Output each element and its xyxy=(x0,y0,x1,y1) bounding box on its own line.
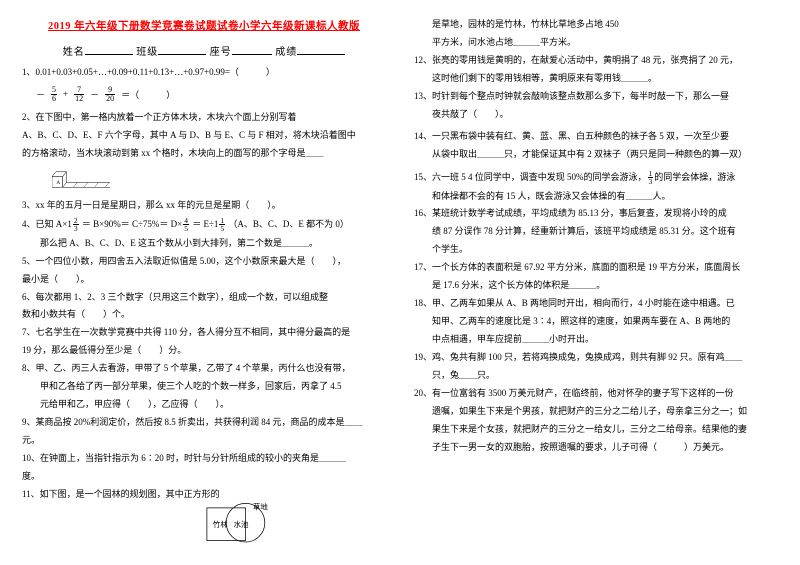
eq-d: D× xyxy=(171,219,183,229)
r15-line1: 15、六一班 5 4 位同学中，调查中发现 50%的同学会游泳，13的同学会体操… xyxy=(414,170,778,186)
eq-frac-d: 3 xyxy=(73,224,79,233)
label-seat: 座号 xyxy=(210,47,232,58)
r18-line2: 知甲、乙两车的速度比是 3∶4，照这样的速度，如果两车要在 A、B 两地的 xyxy=(414,315,778,329)
r18-line3: 中点相遇，甲车应提前＿＿＿小时开出。 xyxy=(414,333,778,347)
label-class: 班级 xyxy=(136,47,158,58)
header-line: 姓名 班级 座号 成绩 xyxy=(22,43,386,58)
q9-line2: 元。 xyxy=(22,434,386,448)
cube-face-label: A xyxy=(56,180,60,186)
r20-line3: 果生下来是个女孩，就把财产的三分之一给女儿，三分之二给母亲。结果他的妻 xyxy=(414,423,778,437)
q10-line2: 度。 xyxy=(22,470,386,484)
frac-n: 9 xyxy=(107,86,113,94)
r18-line1: 18、甲、乙两车如果从 A、B 两地同时开出，相向而行，4 小时能在途中相遇。已 xyxy=(414,297,778,311)
venn-mid: 水池 xyxy=(234,519,249,529)
label-name: 姓名 xyxy=(63,47,85,58)
venn-left: 竹林 xyxy=(213,519,228,529)
r14-line1: 14、一只黑布袋中装有红、黄、蓝、黑、白五种颜色的袜子各 5 双，一次至少要 xyxy=(414,130,778,144)
q8-line2: 甲和乙各给了丙一部分苹果，使三个人吃的个数一样多，回家后，丙拿了 4.5 xyxy=(22,380,386,394)
q2-line3: 的方格滚动，当木块滚动到第 xx 个格时，木块向上的面写的那个字母是＿＿ xyxy=(22,147,386,161)
r11-line2: 平方米，问水池占地＿＿＿平方米。 xyxy=(414,36,778,50)
q7-line2: 19 分，那么最低得分至少是（ ）分。 xyxy=(22,344,386,358)
venn-right: 草地 xyxy=(253,501,268,511)
label-score: 成绩 xyxy=(275,47,297,58)
eq-frac-d: 5 xyxy=(183,224,189,233)
r20-line4: 子生下一男一女的双胞胎，按照遗嘱的要求，儿子可得（ ）万美元。 xyxy=(414,441,778,455)
q6-line1: 6、每次都用 1、2、3 三个数字（只用这三个数字），组成一个数，可以组成整 xyxy=(22,291,386,305)
r12-line1: 12、张亮的零用钱是黄明的，在献爱心活动中，黄明捐了 48 元，张亮捐了 20 … xyxy=(414,54,778,68)
r13-line2: 夜共敲了（ ）。 xyxy=(414,108,778,122)
eq-frac-n: 1 xyxy=(219,217,225,225)
q4-pre: 4、已知 xyxy=(22,219,54,229)
eq-frac-n: 2 xyxy=(73,217,79,225)
eq-c: C÷75%＝ xyxy=(132,219,168,229)
q2-line2: A、B、C、D、E、F 六个字母，其中 A 与 D、B 与 E、C 与 F 相对… xyxy=(22,129,386,143)
q2-line1: 2、在下图中，第一格内放着一个正方体木块，木块六个面上分别写着 xyxy=(22,111,386,125)
r17-line2: 是 17.6 分米，这个长方体的体积是＿＿＿。 xyxy=(414,279,778,293)
r20-line1: 20、有一位富翁有 3500 万美元财产，在临终前，他对怀孕的妻子写下这样的一份 xyxy=(414,387,778,401)
r15-line2: 和体操都不会的有 15 人，既会游泳又会体操的有＿＿＿人。 xyxy=(414,190,778,204)
r12-line2: 这时他们剩下的零用钱相等，黄明原来有零用钱＿＿＿。 xyxy=(414,72,778,86)
r17-line1: 17、一个长方体的表面积是 67.92 平方分米，底面的面积是 19 平方分米，… xyxy=(414,261,778,275)
r11-line1: 是草地，园林的是竹林，竹林比草地多占地 450 xyxy=(414,18,778,32)
q4-line1: 4、已知 A×123 ＝ B×90%＝ C÷75%＝ D×45 ＝ E÷115 … xyxy=(22,217,386,233)
q7-line1: 7、七名学生在一次数学竞赛中共得 110 分，各人得分互不相同，其中得分最高的是 xyxy=(22,326,386,340)
venn-diagram: 竹林 水池 草地 xyxy=(202,496,292,548)
eq-a: A×1 xyxy=(56,219,72,229)
q9-line1: 9、某商品按 20%利润定价，然后按 8.5 折卖出，共获得利润 84 元，商品… xyxy=(22,416,386,430)
q4-mid: （A、B、C、D、E 都不为 0） xyxy=(228,219,349,229)
r19-line1: 19、鸡、兔共有脚 100 只，若将鸡换成兔，兔换成鸡，则共有脚 92 只。原有… xyxy=(414,351,778,365)
q6-line2: 数和小数共有（ ）个。 xyxy=(22,308,386,322)
q4-line2: 那么把 A、B、C、D、E 这五个数从小到大排列，第二个数是＿＿＿。 xyxy=(22,237,386,251)
frac-d: 6 xyxy=(51,94,57,103)
r15-post: 的同学会体操，游泳 xyxy=(654,172,735,182)
q1-frac: － 56 + 712 － 920 ＝（ ） xyxy=(22,86,386,103)
r14-line2: 从袋中取出＿＿＿只，才能保证其中有 2 双袜子（两只是同一种颜色的算一双） xyxy=(414,148,778,162)
frac-d: 3 xyxy=(648,177,654,186)
frac-tail: ＝（ ） xyxy=(121,88,175,101)
r16-line1: 16、某班统计数学考试成绩，平均成绩为 85.13 分，事后复查，发现将小玲的成 xyxy=(414,207,778,221)
q10-line1: 10、在钟面上，当指针指示为 6∶20 时，时针与分针所组成的较小的夹角是＿＿＿ xyxy=(22,452,386,466)
doc-title: 2019 年六年级下册数学竞赛卷试题试卷小学六年级新课标人教版 xyxy=(22,18,386,33)
eq-sign: ＝ xyxy=(192,219,201,229)
frac-d: 20 xyxy=(105,94,115,103)
q5-line2: 最小是（ ）。 xyxy=(22,273,386,287)
r19-line2: 只，兔＿＿只。 xyxy=(414,369,778,383)
q1: 1、0.01+0.03+0.05+…+0.09+0.11+0.13+…+0.97… xyxy=(22,66,386,80)
eq-b: B×90%＝ xyxy=(93,219,130,229)
r16-line3: 个学生。 xyxy=(414,243,778,257)
r13-line1: 13、时针到每个整点时钟就会敲响该整点数那么多下，每半时敲一下，那么一昼 xyxy=(414,90,778,104)
q8-line1: 8、甲、乙、丙三人去看游，甲带了 5 个苹果，乙带了 4 个苹果，丙什么也没有带… xyxy=(22,362,386,376)
q5-line1: 5、一个四位小数，用四舍五入法取近似值是 5.00，这个小数原来最大是（ ）， xyxy=(22,255,386,269)
q3: 3、xx 年的五月一日是星期日，那么 xx 年的元旦是星期（ ）。 xyxy=(22,199,386,213)
eq-e: E÷1 xyxy=(203,219,218,229)
frac-n: 7 xyxy=(76,86,82,94)
r20-line2: 遗嘱，如果生下来是个男孩，就把财产的三分之二给儿子，母亲拿三分之一；如 xyxy=(414,405,778,419)
frac-d: 12 xyxy=(74,94,84,103)
frac-n: 1 xyxy=(648,170,654,178)
eq-frac-n: 4 xyxy=(183,217,189,225)
eq-frac-d: 5 xyxy=(219,224,225,233)
frac-n: 5 xyxy=(51,86,57,94)
r16-line2: 绩 87 分误作 78 分计算，经重新计算后，该班平均成绩是 85.31 分。这… xyxy=(414,225,778,239)
cube-diagram: A xyxy=(22,167,386,193)
eq-sign: ＝ xyxy=(82,219,91,229)
r15-pre: 15、六一班 5 4 位同学中，调查中发现 50%的同学会游泳， xyxy=(414,172,647,182)
q8-line3: 元给甲和乙，甲应得（ ），乙应得（ ）。 xyxy=(22,398,386,412)
